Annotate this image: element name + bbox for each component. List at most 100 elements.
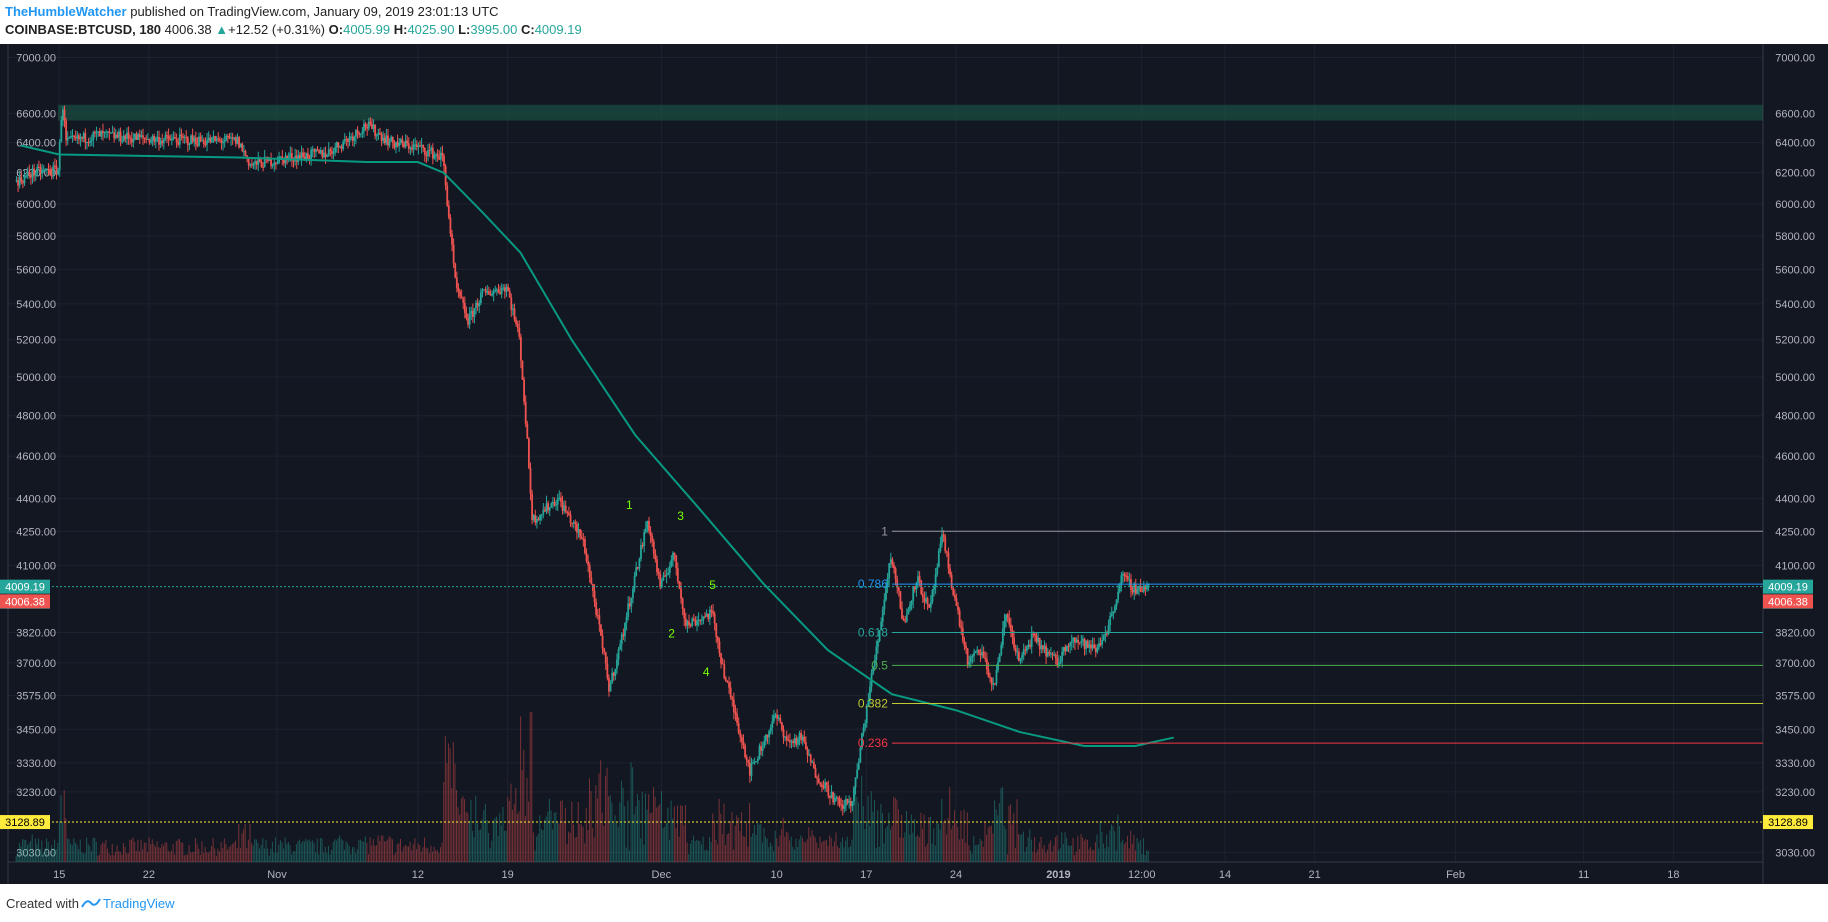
volume-bar: [259, 848, 261, 862]
x-axis-label: Dec: [652, 869, 672, 881]
candle-body: [878, 630, 881, 642]
candle-body: [819, 783, 822, 785]
candle-body: [1122, 573, 1124, 576]
volume-bar: [885, 828, 887, 862]
candle-body: [857, 762, 860, 770]
candle-body: [769, 727, 772, 732]
volume-bar: [723, 803, 725, 862]
candle-body: [1093, 644, 1096, 649]
candle-body: [162, 139, 165, 144]
candle-body: [646, 520, 649, 529]
volume-bar: [363, 841, 365, 862]
candle-body: [87, 142, 90, 144]
volume-bar: [166, 842, 168, 862]
candle-body: [784, 736, 786, 738]
candle-body: [178, 134, 181, 145]
volume-bar: [1029, 829, 1031, 862]
candle-body: [609, 683, 612, 692]
candle-body: [220, 140, 223, 144]
volume-bar: [611, 802, 613, 862]
fib-level-label: 0.236: [858, 736, 888, 750]
volume-bar: [966, 812, 968, 862]
volume-bar: [416, 849, 418, 862]
candle-body: [968, 661, 971, 665]
author-name[interactable]: TheHumbleWatcher: [5, 4, 127, 19]
volume-bar: [837, 846, 839, 862]
candle-body: [728, 682, 730, 688]
candle-body: [993, 683, 996, 685]
volume-bar: [177, 839, 179, 862]
candle-body: [1048, 651, 1051, 654]
volume-bar: [1032, 851, 1034, 862]
candle-body: [274, 162, 277, 164]
candle-body: [494, 289, 497, 292]
candle-body: [904, 620, 907, 622]
volume-bar: [507, 796, 509, 862]
candle-body: [1064, 647, 1067, 652]
candle-body: [127, 132, 130, 139]
candle-body: [848, 801, 851, 803]
volume-bar: [143, 842, 145, 862]
volume-bar: [209, 850, 211, 862]
candle-body: [202, 140, 205, 145]
moving-average-line: [20, 144, 1174, 747]
volume-bar: [257, 842, 259, 862]
volume-bar: [853, 804, 855, 862]
volume-bar: [323, 852, 325, 862]
volume-bar: [367, 854, 369, 862]
candle-body: [404, 140, 407, 148]
candle-body: [539, 514, 542, 521]
volume-bar: [190, 852, 192, 862]
volume-bar: [785, 831, 787, 862]
candle-body: [1104, 633, 1107, 637]
candle-body: [342, 141, 345, 149]
candle-body: [532, 515, 535, 520]
volume-bar: [619, 802, 621, 862]
candle-body: [861, 733, 863, 748]
candle-body: [1080, 640, 1083, 643]
volume-bar: [797, 846, 799, 862]
volume-bar: [1082, 837, 1084, 862]
candle-body: [218, 139, 221, 141]
volume-bar: [451, 788, 453, 862]
candle-body: [60, 120, 63, 142]
volume-bar: [601, 812, 603, 862]
tradingview-link[interactable]: TradingView: [102, 896, 175, 911]
candle-body: [521, 360, 524, 380]
volume-bar: [652, 787, 654, 862]
candle-body: [318, 150, 321, 154]
candle-body: [95, 132, 98, 134]
candle-body: [138, 134, 141, 137]
volume-bar: [729, 821, 731, 862]
candle-body: [933, 586, 935, 590]
candle-body: [664, 575, 666, 577]
candle-body: [780, 722, 783, 730]
candle-body: [385, 135, 388, 144]
volume-bar: [1042, 848, 1044, 862]
candle-body: [380, 133, 383, 141]
volume-bar: [971, 853, 973, 862]
volume-bar: [66, 838, 68, 862]
candle-body: [958, 610, 961, 626]
candle-body: [81, 136, 84, 139]
volume-bar: [987, 827, 989, 862]
volume-bar: [598, 773, 600, 862]
candle-body: [913, 586, 916, 590]
volume-bar: [454, 763, 456, 862]
volume-bar: [1024, 851, 1026, 862]
volume-bar: [138, 851, 140, 862]
candle-body: [941, 534, 943, 544]
candle-body: [18, 176, 21, 186]
candle-body: [36, 166, 39, 174]
candle-body: [483, 289, 485, 291]
candle-body: [255, 161, 258, 165]
candle-body: [441, 152, 444, 156]
volume-bar: [994, 800, 996, 862]
candle-body: [614, 668, 617, 676]
candle-body: [463, 302, 466, 314]
candle-body: [829, 795, 831, 798]
volume-bar: [635, 806, 637, 862]
high-value: 4025.90: [407, 22, 455, 37]
y-axis-label-left: 3230.00: [16, 787, 56, 799]
